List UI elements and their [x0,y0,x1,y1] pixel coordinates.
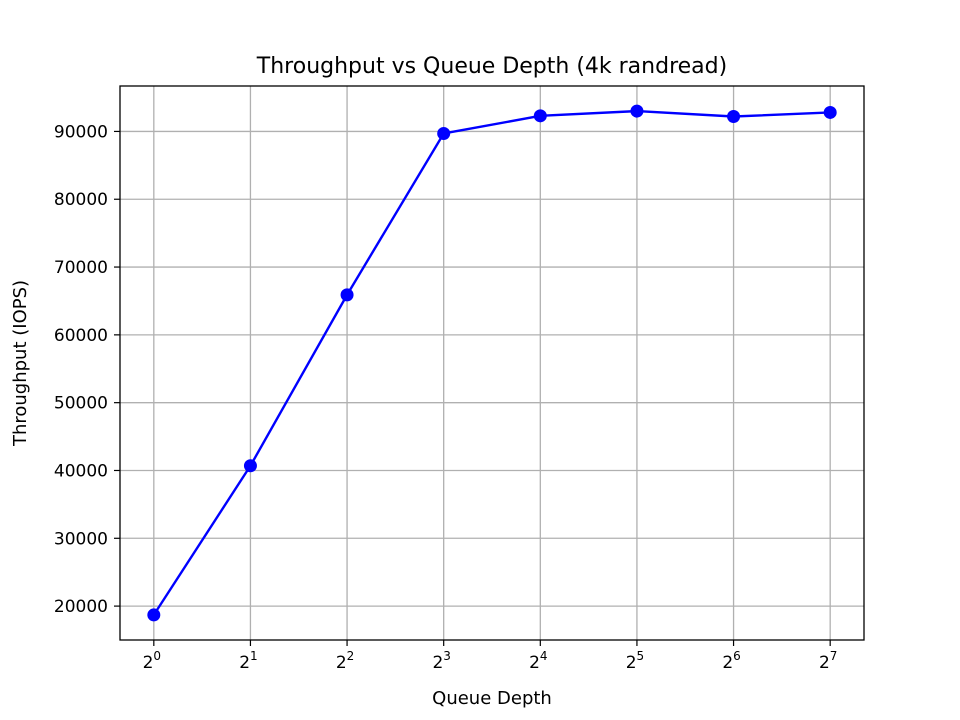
data-point [340,288,354,302]
grid [120,86,864,640]
x-tick-label: 22 [336,649,354,673]
x-axis-ticks: 20 21 22 23 24 25 26 27 [143,640,837,673]
x-tick-label: 20 [143,649,161,673]
y-tick-label: 40000 [54,461,108,481]
y-tick-label: 60000 [54,326,108,346]
series-layer [147,104,837,622]
y-tick-label: 50000 [54,394,108,414]
data-point [823,105,837,119]
y-axis-label: Throughput (IOPS) [10,280,31,447]
x-tick-label: 27 [819,649,837,673]
x-tick-label: 25 [626,649,644,673]
data-point [147,608,161,622]
series-line [152,109,831,616]
y-tick-label: 70000 [54,258,108,278]
x-axis-label: Queue Depth [432,688,552,709]
data-point [437,126,451,140]
y-tick-label: 20000 [54,597,108,617]
x-tick-label: 21 [239,649,257,673]
data-point [630,104,644,118]
data-point [533,109,547,123]
plot-frame [119,85,865,641]
x-tick-label: 23 [432,649,450,673]
chart-title: Throughput vs Queue Depth (4k randread) [256,54,727,79]
y-tick-label: 30000 [54,529,108,549]
y-tick-label: 80000 [54,190,108,210]
y-tick-label: 90000 [54,122,108,142]
x-tick-label: 26 [722,649,740,673]
data-point [243,459,257,473]
x-tick-label: 24 [529,649,547,673]
y-axis-ticks: 20000 30000 40000 50000 60000 70000 80000 90000 [54,122,120,617]
data-point [727,110,741,124]
